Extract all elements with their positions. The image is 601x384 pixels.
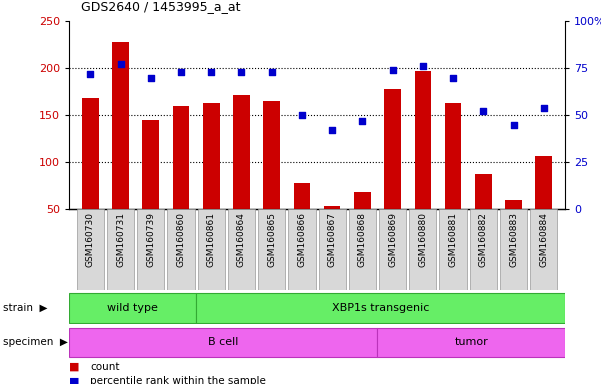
Point <box>85 71 95 77</box>
Bar <box>142 120 159 257</box>
Text: GSM160882: GSM160882 <box>479 212 488 266</box>
Text: GSM160880: GSM160880 <box>418 212 427 267</box>
Text: XBP1s transgenic: XBP1s transgenic <box>332 303 429 313</box>
Bar <box>409 209 436 290</box>
Bar <box>377 328 565 358</box>
Text: GDS2640 / 1453995_a_at: GDS2640 / 1453995_a_at <box>81 0 240 13</box>
Bar <box>107 209 134 290</box>
Point <box>388 67 397 73</box>
Bar <box>263 101 280 257</box>
Point <box>539 104 549 111</box>
Bar <box>82 98 99 257</box>
Point <box>448 74 458 81</box>
Text: strain  ▶: strain ▶ <box>3 303 47 313</box>
Point <box>508 121 518 127</box>
Point <box>206 69 216 75</box>
Bar <box>77 209 104 290</box>
Bar <box>228 209 255 290</box>
Text: wild type: wild type <box>107 303 158 313</box>
Point <box>328 127 337 133</box>
Text: GSM160739: GSM160739 <box>146 212 155 267</box>
Text: percentile rank within the sample: percentile rank within the sample <box>90 376 266 384</box>
Text: tumor: tumor <box>454 337 488 347</box>
Bar <box>530 209 557 290</box>
Text: GSM160883: GSM160883 <box>509 212 518 267</box>
Bar <box>196 293 565 323</box>
Bar <box>384 89 401 257</box>
Point <box>418 63 428 70</box>
Bar <box>319 209 346 290</box>
Bar <box>439 209 467 290</box>
Point <box>237 69 246 75</box>
Text: GSM160865: GSM160865 <box>267 212 276 267</box>
Point <box>297 112 307 118</box>
Bar <box>505 200 522 257</box>
Point <box>358 118 367 124</box>
Point <box>267 69 276 75</box>
Bar <box>349 209 376 290</box>
Bar <box>535 156 552 257</box>
Text: GSM160884: GSM160884 <box>539 212 548 266</box>
Bar <box>203 103 219 257</box>
Bar <box>172 106 189 257</box>
Bar <box>324 205 340 257</box>
Text: GSM160864: GSM160864 <box>237 212 246 266</box>
Bar <box>415 71 431 257</box>
Bar <box>69 328 377 358</box>
Text: GSM160866: GSM160866 <box>297 212 307 267</box>
Point <box>478 108 488 114</box>
Text: GSM160861: GSM160861 <box>207 212 216 267</box>
Text: GSM160730: GSM160730 <box>86 212 95 267</box>
Bar <box>470 209 497 290</box>
Bar <box>258 209 285 290</box>
Point <box>176 69 186 75</box>
Bar <box>475 174 492 257</box>
Bar <box>294 183 310 257</box>
Text: B cell: B cell <box>208 337 239 347</box>
Text: specimen  ▶: specimen ▶ <box>3 337 68 347</box>
Text: ■: ■ <box>69 362 79 372</box>
Bar <box>354 192 371 257</box>
Text: GSM160868: GSM160868 <box>358 212 367 267</box>
Text: ■: ■ <box>69 376 79 384</box>
Text: GSM160731: GSM160731 <box>116 212 125 267</box>
Bar <box>137 209 164 290</box>
Text: count: count <box>90 362 120 372</box>
Bar <box>445 103 462 257</box>
Bar <box>233 94 250 257</box>
Text: GSM160860: GSM160860 <box>177 212 186 267</box>
Point <box>116 61 126 68</box>
Bar <box>379 209 406 290</box>
Text: GSM160869: GSM160869 <box>388 212 397 267</box>
Bar <box>288 209 316 290</box>
Text: GSM160867: GSM160867 <box>328 212 337 267</box>
Text: GSM160881: GSM160881 <box>448 212 457 267</box>
Point <box>146 74 156 81</box>
Bar <box>500 209 527 290</box>
Bar <box>198 209 225 290</box>
Bar <box>112 42 129 257</box>
Bar <box>69 293 196 323</box>
Bar <box>167 209 195 290</box>
